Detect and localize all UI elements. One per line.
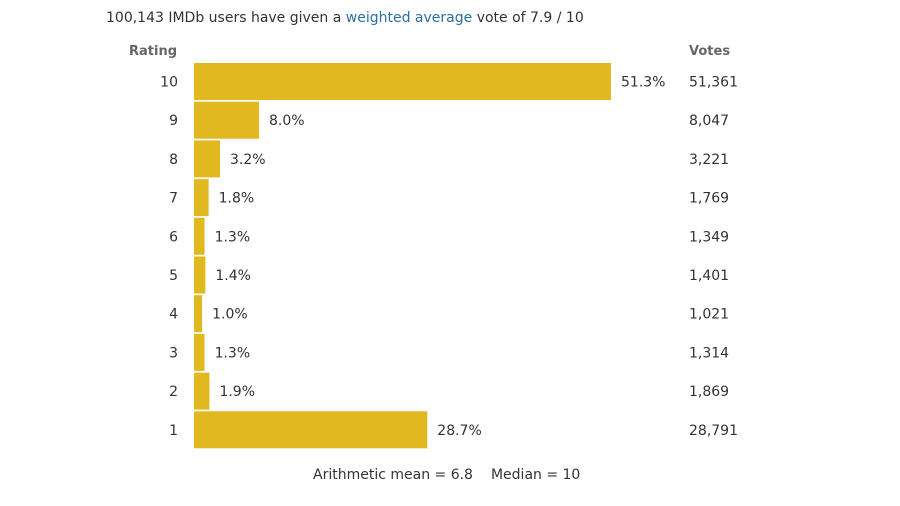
weighted-average-link[interactable]: weighted average (345, 10, 473, 26)
arithmetic-mean: Arithmetic mean = 6.8 (313, 467, 473, 483)
votes-count-4: 1,021 (689, 307, 729, 323)
bar-rating-4 (194, 295, 203, 333)
votes-count-9: 8,047 (689, 113, 729, 129)
percent-label-3: 1.3% (215, 345, 251, 361)
rating-label-8: 8 (169, 152, 178, 168)
rating-column-header: Rating (129, 44, 178, 59)
percent-label-2: 1.9% (219, 384, 255, 400)
votes-count-8: 3,221 (689, 152, 729, 168)
bar-rating-5 (194, 256, 206, 294)
rating-label-6: 6 (169, 229, 178, 245)
bar-rating-9 (194, 101, 260, 139)
bar-rating-2 (194, 372, 210, 410)
rating-label-3: 3 (169, 345, 178, 361)
bar-rating-1 (194, 411, 428, 449)
bar-rating-3 (194, 333, 205, 371)
percent-label-1: 28.7% (437, 423, 481, 439)
votes-count-2: 1,869 (689, 384, 729, 400)
votes-count-5: 1,401 (689, 268, 729, 284)
median: Median = 10 (490, 467, 581, 483)
bar-rating-7 (194, 179, 209, 217)
votes-count-10: 51,361 (689, 75, 738, 91)
rating-label-7: 7 (169, 191, 178, 207)
percent-label-5: 1.4% (215, 268, 251, 284)
rating-label-4: 4 (169, 307, 178, 323)
percent-label-8: 3.2% (230, 152, 266, 168)
rating-label-2: 2 (169, 384, 178, 400)
percent-label-4: 1.0% (212, 307, 248, 323)
rating-label-10: 10 (160, 75, 178, 91)
votes-count-6: 1,349 (689, 229, 729, 245)
headline: 100,143 IMDb users have given a weighted… (106, 10, 584, 26)
votes-column-header: Votes (689, 44, 731, 59)
bar-rating-10 (194, 63, 611, 100)
votes-count-3: 1,314 (689, 345, 729, 361)
votes-count-7: 1,769 (689, 191, 729, 207)
percent-label-10: 51.3% (621, 75, 665, 91)
headline-suffix: vote of 7.9 / 10 (472, 10, 584, 26)
percent-label-9: 8.0% (269, 113, 305, 129)
headline-prefix: 100,143 IMDb users have given a (106, 10, 346, 26)
percent-label-7: 1.8% (219, 191, 255, 207)
statistics-footer: Arithmetic mean = 6.8 Median = 10 (313, 467, 580, 483)
votes-count-1: 28,791 (689, 423, 738, 439)
rating-label-5: 5 (169, 268, 178, 284)
rating-label-9: 9 (169, 113, 178, 129)
bar-rating-6 (194, 217, 205, 255)
rating-label-1: 1 (169, 423, 178, 439)
bar-rating-8 (194, 140, 221, 178)
percent-label-6: 1.3% (215, 229, 251, 245)
